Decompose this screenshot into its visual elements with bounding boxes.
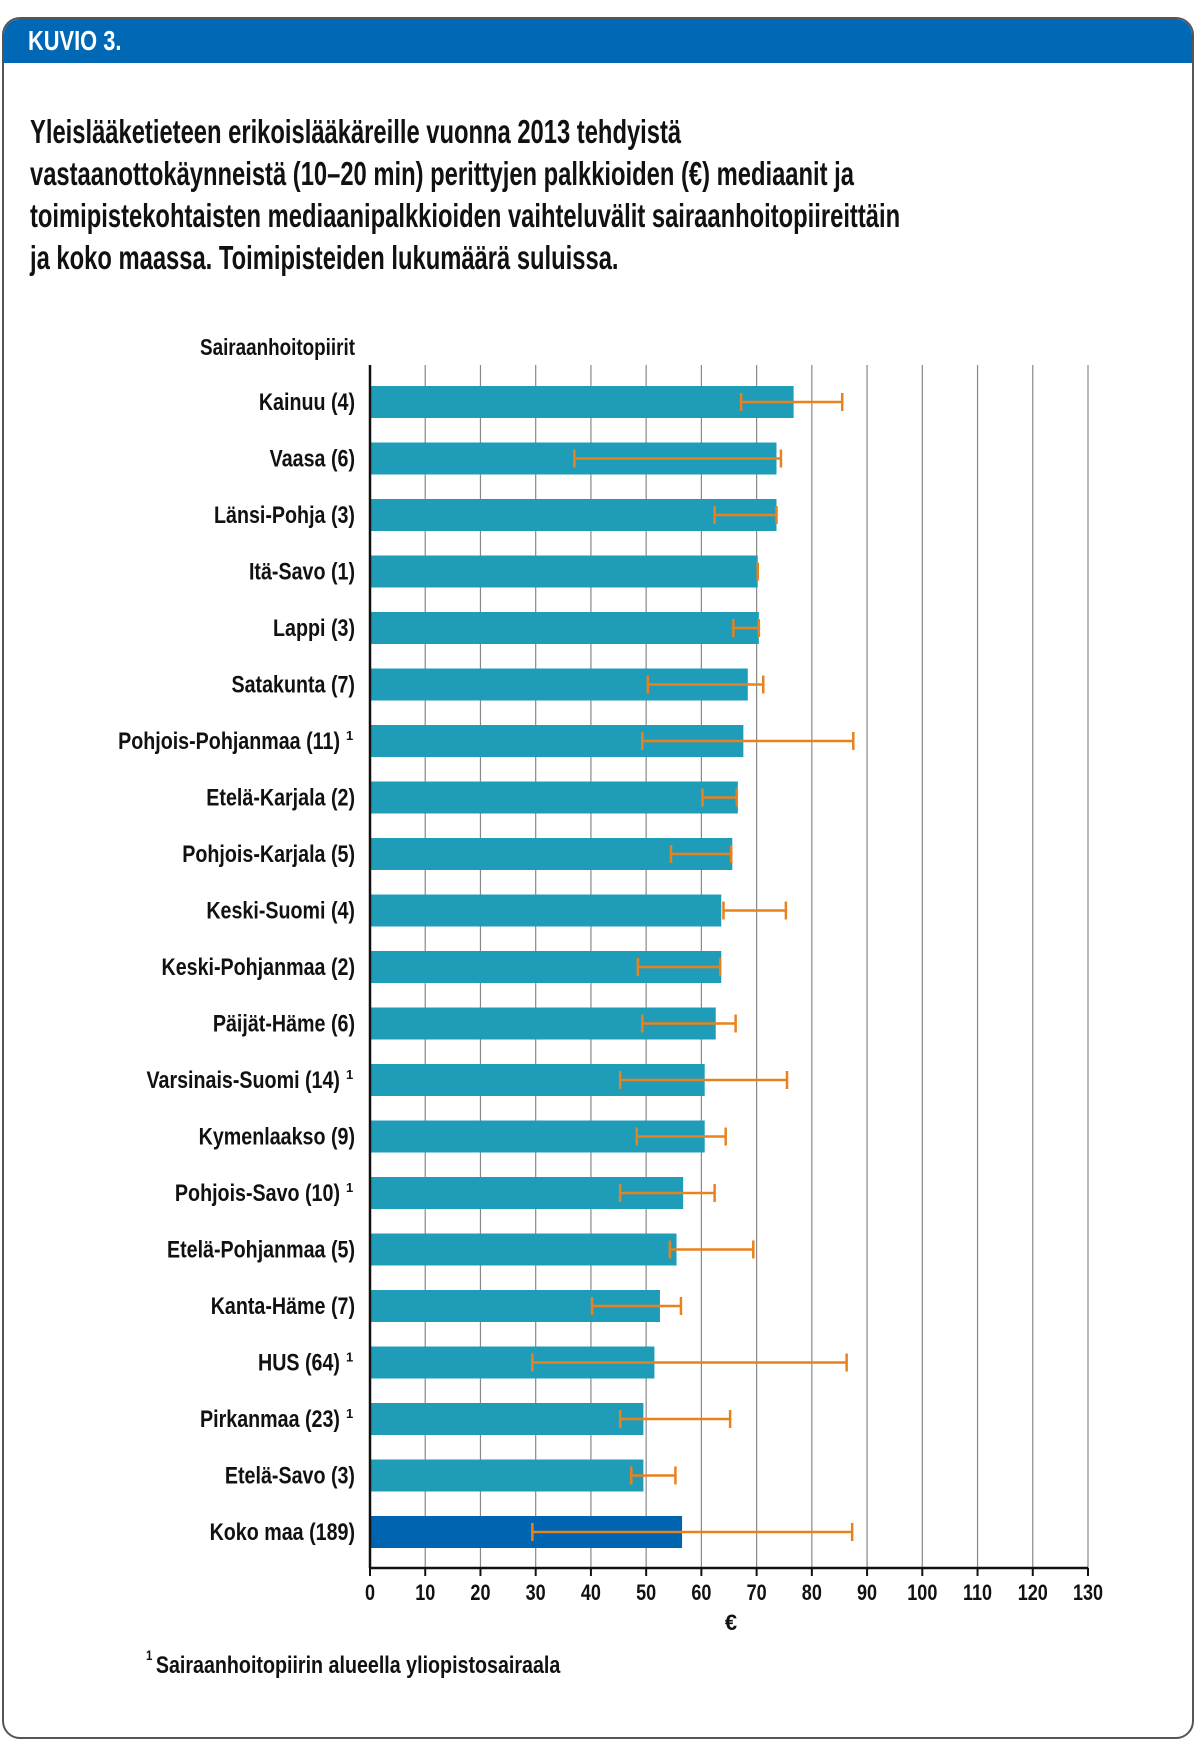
title-line: Yleislääketieteen erikoislääkäreille vuo… [30,113,682,150]
x-tick-label: 90 [857,1581,877,1605]
category-label: Pohjois-Savo (10) [175,1179,340,1206]
figure-frame: KUVIO 3. Yleislääketieteen erikoislääkär… [2,17,1194,1739]
x-tick-label: 100 [907,1581,937,1605]
x-tick-label: 20 [470,1581,490,1605]
figure-number: KUVIO 3. [28,25,122,56]
footnote-text: Sairaanhoitopiirin alueella yliopistosai… [156,1651,561,1678]
category-label: Vaasa (6) [270,445,355,472]
category-label: Kainuu (4) [259,388,355,415]
bar [370,1233,677,1266]
x-tick-label: 10 [415,1581,435,1605]
x-tick-label: 0 [365,1581,375,1605]
footnote-marker: 1 [346,1180,353,1195]
category-label: Pohjois-Pohjanmaa (11) [118,727,340,754]
category-label: Etelä-Karjala (2) [206,784,355,811]
footnote-marker: 1 [346,1406,353,1421]
category-label: Länsi-Pohja (3) [214,501,355,528]
x-tick-label: 60 [691,1581,711,1605]
bar [370,1459,644,1492]
footnote: 1 Sairaanhoitopiirin alueella yliopistos… [146,1647,561,1679]
category-label: Etelä-Pohjanmaa (5) [167,1236,355,1263]
bar [370,781,738,814]
bar [370,555,758,588]
bar [370,612,759,644]
x-tick-label: 120 [1018,1581,1048,1605]
category-label: Koko maa (189) [210,1518,355,1545]
category-label: Pirkanmaa (23) [200,1405,340,1432]
footnote-marker: 1 [146,1647,152,1663]
bar [370,1403,644,1435]
footnote-marker: 1 [346,1350,353,1365]
figure-title: Yleislääketieteen erikoislääkäreille vuo… [30,111,1110,279]
bar [370,894,722,927]
category-label: Pohjois-Karjala (5) [182,840,355,867]
category-label: Etelä-Savo (3) [225,1462,355,1489]
x-tick-label: 130 [1073,1581,1103,1605]
category-label: Päijät-Häme (6) [213,1010,355,1037]
category-label: Keski-Suomi (4) [206,897,355,924]
x-tick-label: 40 [581,1581,601,1605]
y-axis-title: Sairaanhoitopiirit [200,335,355,360]
x-tick-label: 70 [747,1581,767,1605]
category-label: Kymenlaakso (9) [199,1123,355,1150]
title-line: vastaanottokäynneistä (10–20 min) peritt… [30,155,854,192]
footnote-marker: 1 [346,1067,353,1082]
category-label: Satakunta (7) [231,671,355,698]
category-label: HUS (64) [258,1349,340,1376]
x-tick-label: 30 [526,1581,546,1605]
title-line: toimipistekohtaisten mediaanipalkkioiden… [30,197,901,234]
x-axis-title: € [725,1610,737,1635]
x-tick-label: 80 [802,1581,822,1605]
x-tick-label: 110 [963,1581,992,1605]
title-line: ja koko maassa. Toimipisteiden lukumäärä… [30,239,619,276]
x-tick-label: 50 [636,1581,656,1605]
category-label: Varsinais-Suomi (14) [146,1066,340,1093]
category-label: Keski-Pohjanmaa (2) [161,953,355,980]
category-label: Lappi (3) [273,614,355,641]
category-label: Itä-Savo (1) [249,558,355,585]
bar [370,499,777,531]
bar [370,386,794,418]
footnote-marker: 1 [346,728,353,743]
category-label: Kanta-Häme (7) [211,1292,355,1319]
figure-header: KUVIO 3. [4,19,1192,63]
